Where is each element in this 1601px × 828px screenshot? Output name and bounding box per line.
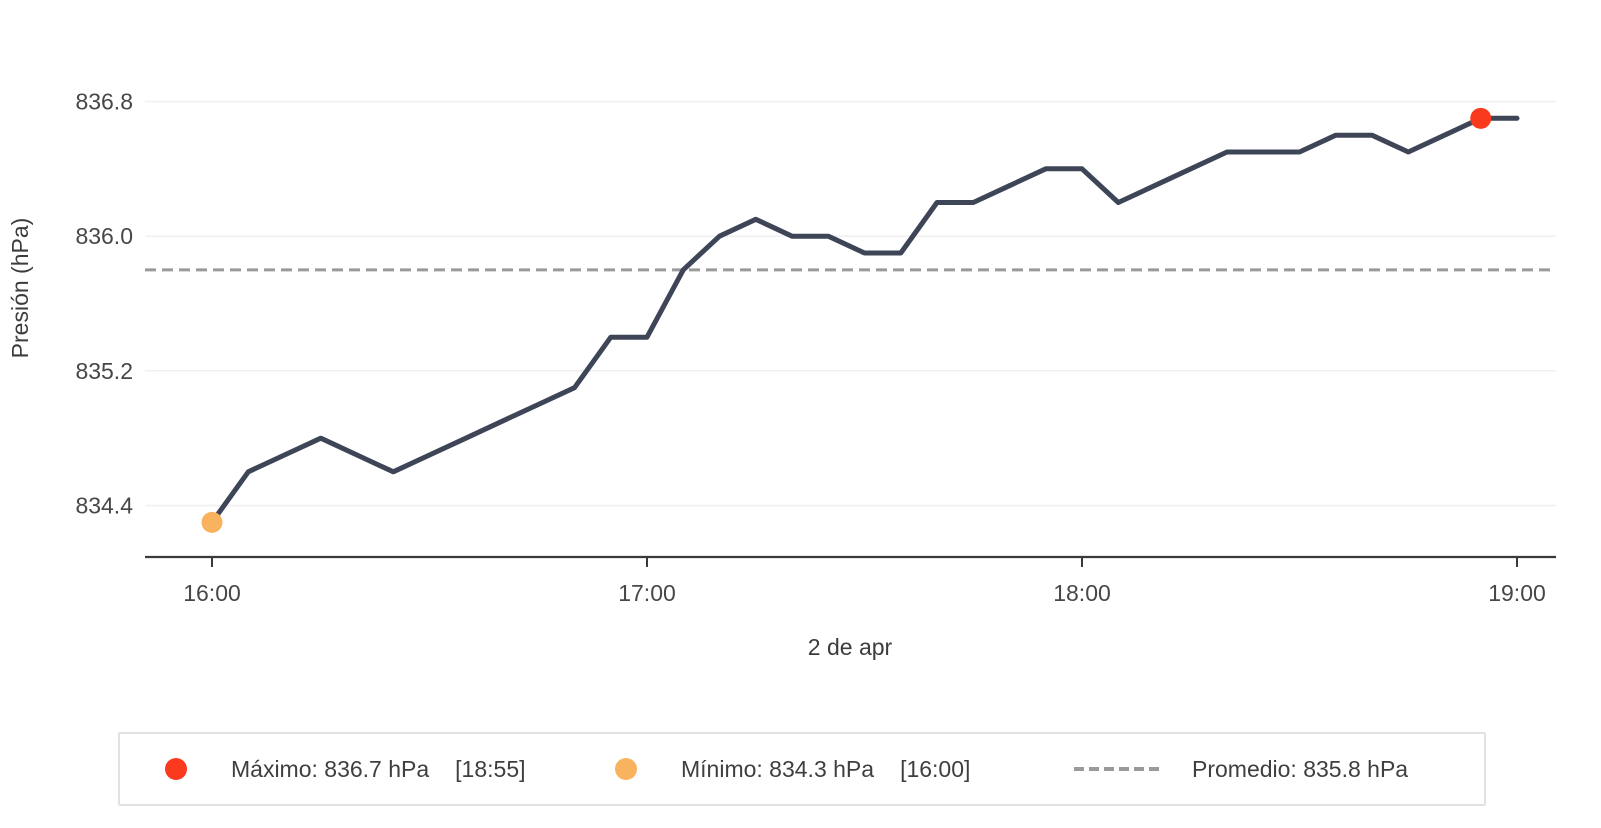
legend: Máximo: 836.7 hPa [18:55] Mínimo: 834.3 h… (118, 732, 1486, 806)
gridlines (145, 100, 1556, 507)
y-tick-label: 834.4 (75, 493, 133, 519)
y-tick-label: 835.2 (75, 358, 133, 384)
average-dash-icon (1074, 767, 1164, 771)
y-axis-tick-labels: 836.8 836.0 835.2 834.4 (75, 89, 133, 519)
pressure-line (209, 115, 1520, 525)
x-tick-label: 17:00 (618, 580, 676, 606)
legend-min-text: Mínimo: 834.3 hPa [16:00] (681, 756, 970, 783)
y-tick-label: 836.8 (75, 89, 133, 115)
x-axis-label: 2 de apr (808, 634, 893, 660)
y-axis-title: Presión (hPa) (7, 218, 33, 359)
min-point-marker[interactable] (201, 511, 223, 533)
x-tick-label: 18:00 (1053, 580, 1111, 606)
max-point-marker[interactable] (1470, 107, 1492, 129)
minmax-markers (201, 107, 1492, 533)
legend-max-label: Máximo: 836.7 hPa (231, 755, 430, 782)
legend-average-text: Promedio: 835.8 hPa (1192, 756, 1408, 783)
legend-average-label: Promedio: 835.8 hPa (1192, 755, 1409, 782)
y-tick-label: 836.0 (75, 223, 133, 249)
max-dot-icon (165, 758, 187, 780)
legend-item-min[interactable]: Mínimo: 834.3 hPa [16:00] (615, 734, 970, 804)
legend-min-label: Mínimo: 834.3 hPa (681, 755, 875, 782)
x-axis: 16:00 17:00 18:00 19:00 (145, 555, 1556, 606)
min-dot-icon (615, 758, 637, 780)
x-tick-label: 16:00 (183, 580, 241, 606)
x-tick-label: 19:00 (1488, 580, 1546, 606)
pressure-series-line (209, 115, 1520, 525)
legend-item-average[interactable]: Promedio: 835.8 hPa (1074, 734, 1408, 804)
legend-max-text: Máximo: 836.7 hPa [18:55] (231, 756, 526, 783)
legend-max-time: [18:55] (455, 755, 526, 782)
legend-min-time: [16:00] (900, 755, 971, 782)
legend-item-max[interactable]: Máximo: 836.7 hPa [18:55] (165, 734, 526, 804)
